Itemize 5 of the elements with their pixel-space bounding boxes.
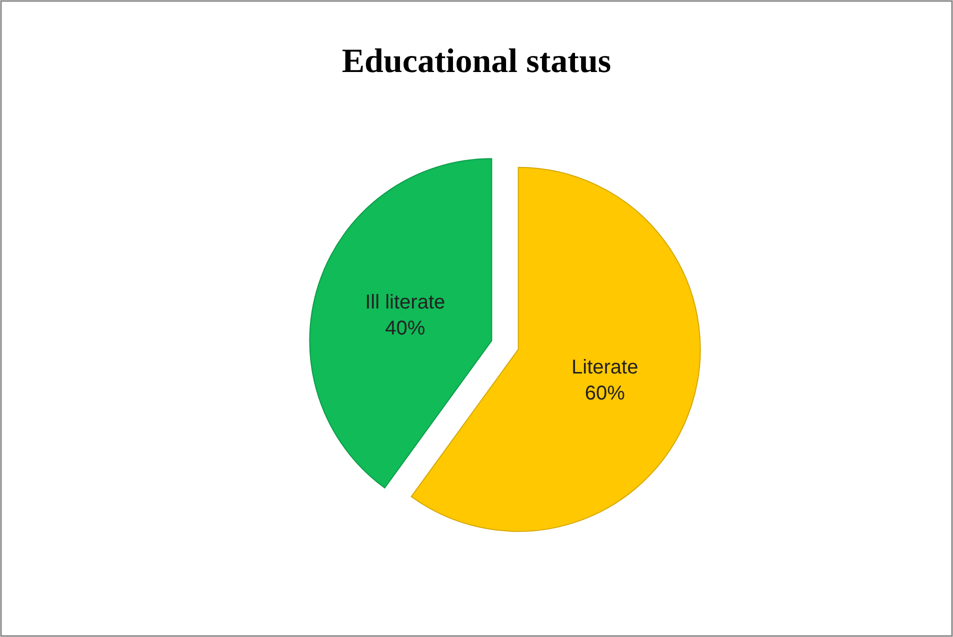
data-label: 60%: [584, 382, 626, 404]
slice-label: Literate: [572, 356, 638, 378]
chart-title: Educational status: [342, 43, 612, 80]
data-label: 40%: [385, 318, 426, 340]
slice-label: Ill literate: [365, 292, 446, 314]
